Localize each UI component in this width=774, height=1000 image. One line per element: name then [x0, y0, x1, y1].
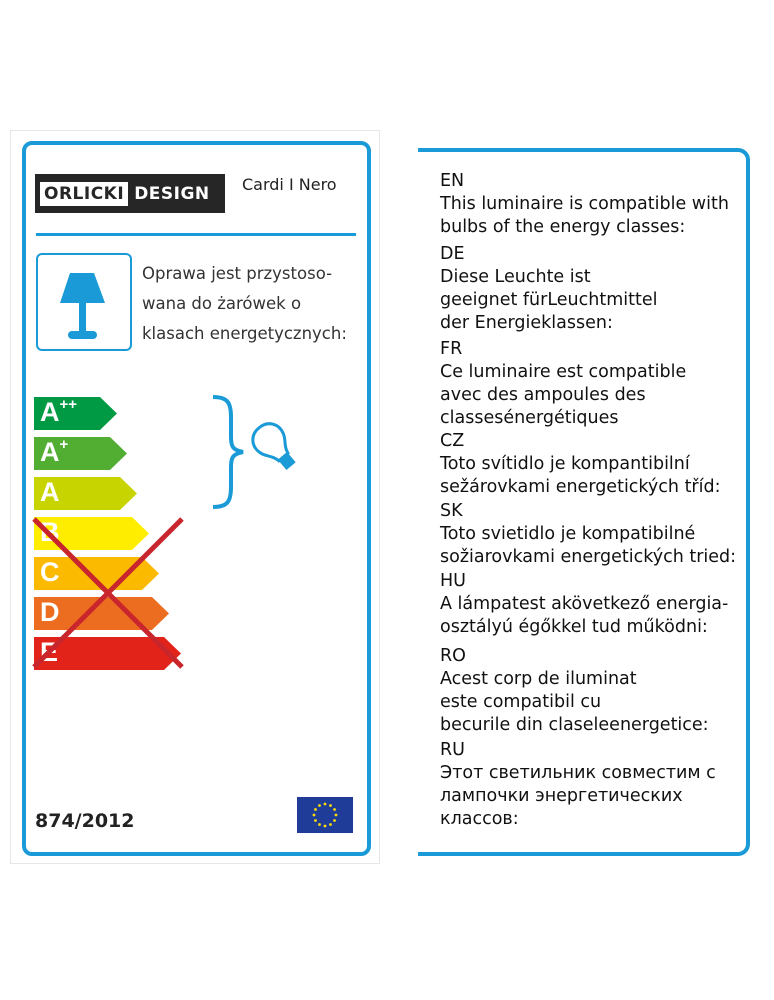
- translation-en: EN This luminaire is compatible with bulbs…: [440, 170, 729, 239]
- eu-star: [314, 819, 317, 822]
- translation-ru: RU Этот светильник совместим с лампочки эн…: [440, 739, 716, 831]
- bracket-bulb-icon: [212, 395, 296, 509]
- translation-line: Этот светильник совместим с: [440, 763, 716, 783]
- translation-line: osztályú égőkkel tud működni:: [440, 617, 708, 637]
- language-code: FR: [440, 339, 463, 359]
- lamp-icon: [36, 253, 132, 351]
- language-code: CZ: [440, 431, 465, 451]
- eu-star: [312, 813, 316, 817]
- language-code: DE: [440, 244, 465, 264]
- eu-star: [323, 802, 327, 806]
- brand-logo: ORLICKI DESIGN: [35, 174, 225, 213]
- language-code: EN: [440, 171, 465, 191]
- incompatible-cross-icon: [32, 517, 184, 669]
- translation-line: Toto svietidlo je kompatibilné: [440, 524, 696, 544]
- model-name: Cardi I Nero: [242, 175, 337, 194]
- translation-line: Ce luminaire est compatible: [440, 362, 687, 382]
- brand-logo-part1: ORLICKI: [40, 181, 129, 206]
- eu-star: [329, 804, 332, 807]
- eu-flag-icon: [297, 797, 353, 833]
- translation-line: Acest corp de iluminat: [440, 669, 637, 689]
- translation-line: este compatibil cu: [440, 692, 602, 712]
- eu-star: [329, 823, 332, 826]
- language-code: HU: [440, 571, 466, 591]
- translation-ro: RO Acest corp de iluminat este compatibil …: [440, 645, 709, 737]
- translation-line: классов:: [440, 809, 519, 829]
- translation-line: avec des ampoules des: [440, 385, 646, 405]
- translation-line: A lámpatest akövetkező energia-: [440, 594, 729, 614]
- translation-line: classesénergétiques: [440, 408, 619, 428]
- label-left-background: [10, 130, 380, 864]
- translation-line: Toto svítidlo je kompantibilní: [440, 454, 690, 474]
- energy-class-label: D: [40, 597, 60, 627]
- eu-star: [318, 804, 321, 807]
- eu-star: [318, 823, 321, 826]
- translation-line: sožiarovkami energetických tried:: [440, 547, 737, 567]
- pl-line: wana do żarówek o: [142, 294, 302, 313]
- translation-line: лампочки энергетических: [440, 786, 683, 806]
- translation-line: geeignet fürLeuchtmittel: [440, 290, 658, 310]
- energy-class-label: C: [40, 557, 60, 587]
- translation-line: Diese Leuchte ist: [440, 267, 591, 287]
- translation-line: bulbs of the energy classes:: [440, 217, 686, 237]
- pl-line: klasach energetycznych:: [142, 324, 347, 343]
- energy-class-label: A: [40, 477, 60, 507]
- eu-star: [314, 808, 317, 811]
- translation-cz: CZ Toto svítidlo je kompantibilní sežárovk…: [440, 430, 721, 499]
- polish-description: Oprawa jest przystoso- wana do żarówek o…: [142, 259, 347, 349]
- eu-star: [333, 808, 336, 811]
- energy-class-label: A+: [40, 436, 69, 467]
- language-code: SK: [440, 501, 463, 521]
- translation-line: sežárovkami energetických tříd:: [440, 477, 721, 497]
- energy-label-frame: [22, 141, 371, 856]
- language-code: RO: [440, 646, 466, 666]
- language-code: RU: [440, 740, 465, 760]
- divider: [36, 233, 356, 236]
- eu-star: [334, 813, 338, 817]
- translation-hu: HU A lámpatest akövetkező energia-osztály…: [440, 570, 728, 639]
- translation-fr: FR Ce luminaire est compatible avec des am…: [440, 338, 686, 430]
- translations-frame: [418, 148, 750, 856]
- translation-line: This luminaire is compatible with: [440, 194, 729, 214]
- translation-sk: SK Toto svietidlo je kompatibilné sožiarov…: [440, 500, 736, 569]
- eu-star: [333, 819, 336, 822]
- brand-logo-part2: DESIGN: [134, 183, 210, 204]
- translation-de: DE Diese Leuchte ist geeignet fürLeuchtmit…: [440, 243, 657, 335]
- energy-class-label: A++: [40, 396, 78, 427]
- translation-line: der Energieklassen:: [440, 313, 613, 333]
- regulation-number: 874/2012: [35, 810, 135, 832]
- eu-star: [323, 824, 327, 828]
- pl-line: Oprawa jest przystoso-: [142, 264, 333, 283]
- translation-line: becurile din claseleenergetice:: [440, 715, 709, 735]
